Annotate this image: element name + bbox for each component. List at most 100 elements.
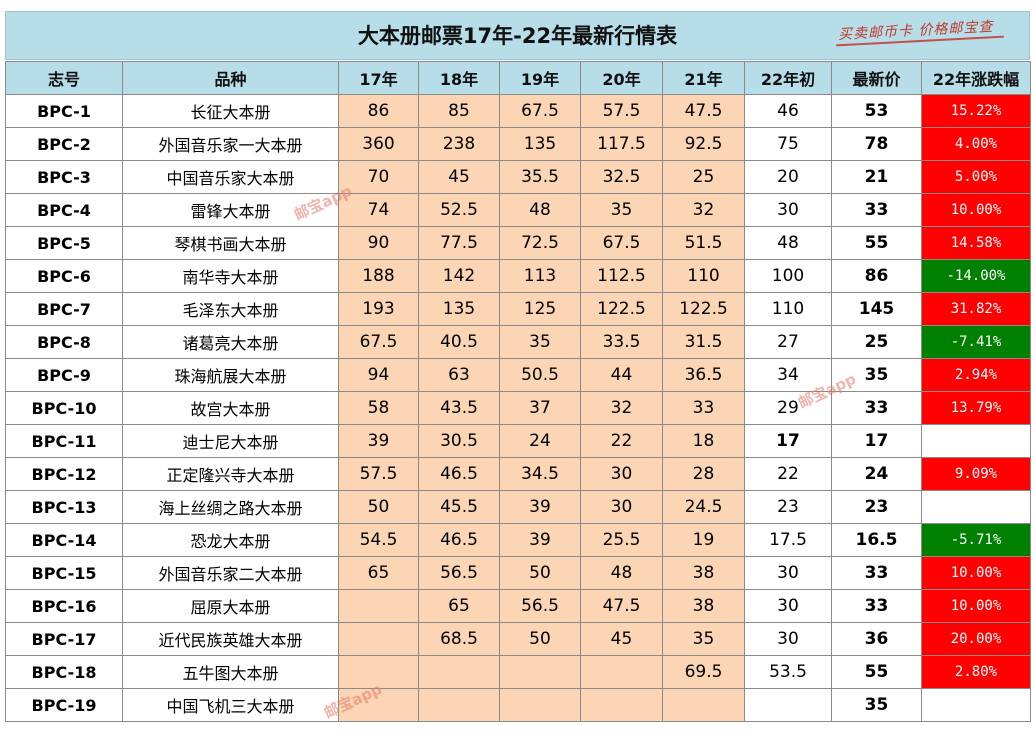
- cell-y19: 67.5: [499, 94, 581, 128]
- cell-y19: [499, 655, 581, 689]
- cell-init22: 75: [744, 127, 832, 161]
- cell-y20: 32.5: [580, 160, 663, 194]
- cell-y18: 30.5: [418, 424, 500, 458]
- row-name: 诸葛亮大本册: [122, 325, 339, 359]
- cell-y17: 65: [338, 556, 419, 590]
- cell-y18: 56.5: [418, 556, 500, 590]
- cell-init22: 20: [744, 160, 832, 194]
- cell-latest: 33: [831, 589, 922, 623]
- cell-y20: [580, 688, 663, 722]
- cell-y21: 36.5: [662, 358, 745, 392]
- cell-y21: 19: [662, 523, 745, 557]
- cell-y21: 28: [662, 457, 745, 491]
- cell-y19: 50: [499, 622, 581, 656]
- header-code: 志号: [5, 61, 123, 95]
- cell-y19: 113: [499, 259, 581, 293]
- cell-y18: [418, 688, 500, 722]
- cell-y17: [338, 622, 419, 656]
- cell-change: 10.00%: [921, 556, 1031, 590]
- cell-y21: 25: [662, 160, 745, 194]
- cell-y21: 69.5: [662, 655, 745, 689]
- cell-y19: 50: [499, 556, 581, 590]
- row-name: 迪士尼大本册: [122, 424, 339, 458]
- cell-y20: 67.5: [580, 226, 663, 260]
- row-name: 正定隆兴寺大本册: [122, 457, 339, 491]
- cell-init22: 30: [744, 589, 832, 623]
- cell-y18: [418, 655, 500, 689]
- row-code: BPC-16: [5, 589, 123, 623]
- table-row: BPC-1 长征大本册 86 85 67.5 57.5 47.5 46 53 15.22%: [5, 94, 1031, 128]
- cell-y17: 94: [338, 358, 419, 392]
- header-y21: 21年: [662, 61, 745, 95]
- row-code: BPC-13: [5, 490, 123, 524]
- cell-change: 2.94%: [921, 358, 1031, 392]
- cell-y19: 35: [499, 325, 581, 359]
- cell-y17: 39: [338, 424, 419, 458]
- header-init22: 22年初: [744, 61, 832, 95]
- cell-y20: 112.5: [580, 259, 663, 293]
- header-row: 志号 品种 17年 18年 19年 20年 21年 22年初 最新价 22年涨跌…: [5, 61, 1031, 95]
- cell-init22: 30: [744, 622, 832, 656]
- cell-y20: 33.5: [580, 325, 663, 359]
- row-code: BPC-11: [5, 424, 123, 458]
- cell-y17: 188: [338, 259, 419, 293]
- row-name: 近代民族英雄大本册: [122, 622, 339, 656]
- row-code: BPC-7: [5, 292, 123, 326]
- cell-y18: 238: [418, 127, 500, 161]
- cell-y17: 70: [338, 160, 419, 194]
- cell-y17: 50: [338, 490, 419, 524]
- cell-latest: 55: [831, 226, 922, 260]
- cell-init22: 46: [744, 94, 832, 128]
- cell-change: [921, 424, 1031, 458]
- header-y17: 17年: [338, 61, 419, 95]
- cell-change: 10.00%: [921, 193, 1031, 227]
- cell-init22: 34: [744, 358, 832, 392]
- cell-change: 13.79%: [921, 391, 1031, 425]
- cell-latest: 33: [831, 193, 922, 227]
- table-row: BPC-15 外国音乐家二大本册 65 56.5 50 48 38 30 33 10.00%: [5, 556, 1031, 590]
- cell-y19: 56.5: [499, 589, 581, 623]
- cell-y20: 22: [580, 424, 663, 458]
- row-name: 中国音乐家大本册: [122, 160, 339, 194]
- header-latest: 最新价: [831, 61, 922, 95]
- cell-change: 9.09%: [921, 457, 1031, 491]
- table-row: BPC-14 恐龙大本册 54.5 46.5 39 25.5 19 17.5 16.5 -5.71…: [5, 523, 1031, 557]
- cell-y18: 45.5: [418, 490, 500, 524]
- cell-change: 31.82%: [921, 292, 1031, 326]
- cell-y19: [499, 688, 581, 722]
- table-row: BPC-5 琴棋书画大本册 90 77.5 72.5 67.5 51.5 48 55 14.58%: [5, 226, 1031, 260]
- cell-latest: 86: [831, 259, 922, 293]
- row-name: 恐龙大本册: [122, 523, 339, 557]
- cell-y21: 31.5: [662, 325, 745, 359]
- cell-latest: 55: [831, 655, 922, 689]
- title-bar: 大本册邮票17年-22年最新行情表: [5, 11, 1030, 60]
- cell-change: 14.58%: [921, 226, 1031, 260]
- row-code: BPC-5: [5, 226, 123, 260]
- page-title: 大本册邮票17年-22年最新行情表: [357, 24, 678, 48]
- cell-latest: 145: [831, 292, 922, 326]
- cell-y17: 86: [338, 94, 419, 128]
- row-name: 中国飞机三大本册: [122, 688, 339, 722]
- row-name: 屈原大本册: [122, 589, 339, 623]
- cell-init22: 48: [744, 226, 832, 260]
- cell-y20: 117.5: [580, 127, 663, 161]
- cell-y17: [338, 655, 419, 689]
- table-row: BPC-18 五牛图大本册 69.5 53.5 55 2.80%: [5, 655, 1031, 689]
- cell-y18: 40.5: [418, 325, 500, 359]
- row-name: 外国音乐家二大本册: [122, 556, 339, 590]
- cell-y18: 77.5: [418, 226, 500, 260]
- cell-init22: 53.5: [744, 655, 832, 689]
- cell-latest: 24: [831, 457, 922, 491]
- cell-y20: 32: [580, 391, 663, 425]
- cell-init22: 29: [744, 391, 832, 425]
- cell-latest: 33: [831, 391, 922, 425]
- cell-change: 4.00%: [921, 127, 1031, 161]
- cell-y20: 30: [580, 490, 663, 524]
- cell-y17: [338, 688, 419, 722]
- cell-y19: 125: [499, 292, 581, 326]
- row-name: 南华寺大本册: [122, 259, 339, 293]
- cell-y20: 122.5: [580, 292, 663, 326]
- row-code: BPC-14: [5, 523, 123, 557]
- cell-y21: 51.5: [662, 226, 745, 260]
- cell-latest: 25: [831, 325, 922, 359]
